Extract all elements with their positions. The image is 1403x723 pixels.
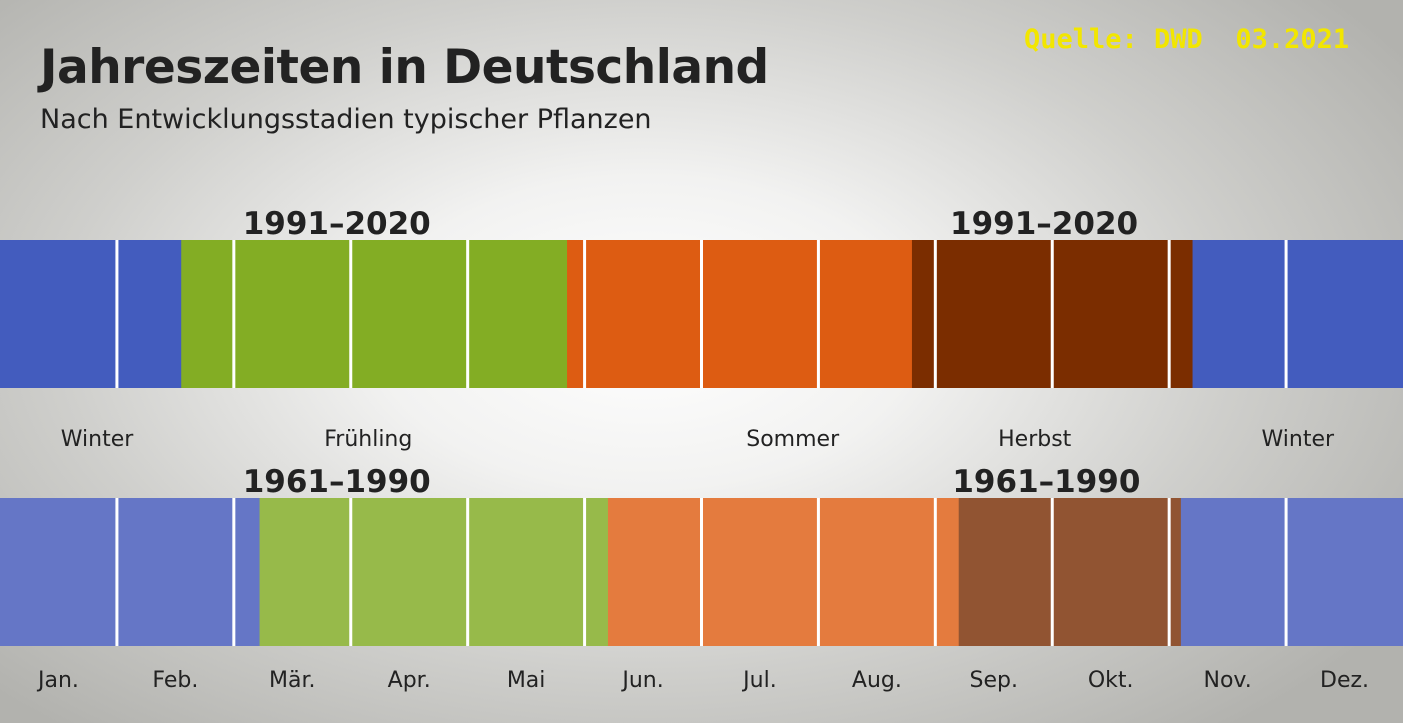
month-divider-row1-1 bbox=[115, 240, 119, 388]
month-label-jun: Jun. bbox=[620, 668, 663, 693]
month-divider-row1-9 bbox=[1050, 240, 1054, 388]
month-label-sep: Sep. bbox=[970, 668, 1018, 693]
season-bar-fruehling-row1-2 bbox=[181, 240, 568, 388]
month-label-aug: Aug. bbox=[852, 668, 902, 693]
page-subtitle: Nach Entwicklungsstadien typischer Pflan… bbox=[40, 104, 652, 135]
month-divider-row2-5 bbox=[583, 498, 587, 646]
season-bar-fruehling-row2-2 bbox=[259, 498, 609, 646]
page-title: Jahreszeiten in Deutschland bbox=[40, 40, 769, 95]
month-divider-row1-8 bbox=[933, 240, 937, 388]
season-bar-sommer-row2-3 bbox=[607, 498, 960, 646]
month-divider-row2-9 bbox=[1050, 498, 1054, 646]
period-label-1961-1990-3: 1961–1990 bbox=[243, 464, 431, 500]
month-divider-row1-4 bbox=[466, 240, 470, 388]
month-divider-row2-3 bbox=[349, 498, 353, 646]
month-divider-row2-2 bbox=[232, 498, 236, 646]
month-divider-row1-3 bbox=[349, 240, 353, 388]
month-divider-row1-10 bbox=[1167, 240, 1171, 388]
month-divider-row1-6 bbox=[700, 240, 703, 388]
month-label-jul: Jul. bbox=[741, 668, 777, 693]
season-label-winter-5: Winter bbox=[1262, 427, 1335, 452]
season-label-winter-1: Winter bbox=[61, 427, 134, 452]
month-divider-row2-6 bbox=[700, 498, 703, 646]
season-bar-winter-row2-5 bbox=[1180, 498, 1403, 646]
month-label-mai: Mai bbox=[507, 668, 546, 693]
source-note: Quelle: DWD 03.2021 bbox=[1024, 24, 1350, 55]
season-bar-winter-row2-1 bbox=[0, 498, 261, 646]
season-bar-herbst-row2-4 bbox=[958, 498, 1182, 646]
month-label-okt: Okt. bbox=[1088, 668, 1134, 693]
month-divider-row2-10 bbox=[1167, 498, 1171, 646]
season-label-fruehling-2: Frühling bbox=[324, 427, 412, 452]
month-divider-row2-4 bbox=[466, 498, 470, 646]
month-label-feb: Feb. bbox=[152, 668, 198, 693]
month-divider-row1-11 bbox=[1284, 240, 1288, 388]
season-bar-sommer-row1-3 bbox=[567, 240, 913, 388]
season-bar-winter-row1-5 bbox=[1192, 240, 1403, 388]
month-label-apr: Apr. bbox=[388, 668, 431, 693]
month-divider-row1-5 bbox=[583, 240, 587, 388]
month-label-maer: Mär. bbox=[269, 668, 315, 693]
chart-labels: Winter Frühling Sommer Herbst Winter 1991–202… bbox=[36, 206, 1369, 693]
period-label-1961-1990-4: 1961–1990 bbox=[952, 464, 1140, 500]
month-dividers bbox=[115, 240, 1288, 646]
period-label-1991-2020-2: 1991–2020 bbox=[950, 206, 1138, 242]
month-label-dez: Dez. bbox=[1320, 668, 1369, 693]
season-bar-winter-row1-1 bbox=[0, 240, 182, 388]
period-label-1991-2020-1: 1991–2020 bbox=[243, 206, 431, 242]
season-bars bbox=[0, 240, 1403, 646]
month-divider-row1-7 bbox=[816, 240, 820, 388]
month-divider-row1-2 bbox=[232, 240, 236, 388]
month-divider-row2-11 bbox=[1284, 498, 1288, 646]
month-divider-row2-7 bbox=[816, 498, 820, 646]
month-label-jan: Jan. bbox=[36, 668, 79, 693]
month-divider-row2-1 bbox=[115, 498, 119, 646]
season-label-herbst-4: Herbst bbox=[998, 427, 1072, 452]
month-divider-row2-8 bbox=[933, 498, 937, 646]
season-label-sommer-3: Sommer bbox=[746, 427, 840, 452]
month-label-nov: Nov. bbox=[1204, 668, 1252, 693]
